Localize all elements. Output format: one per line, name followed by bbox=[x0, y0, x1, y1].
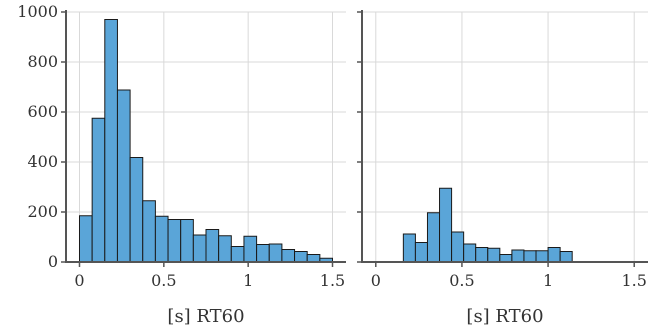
y-tick-label: 800 bbox=[27, 52, 58, 71]
histogram-bar bbox=[499, 254, 513, 263]
histogram-bar bbox=[129, 157, 144, 263]
x-axis-label: [s] RT60 bbox=[466, 306, 543, 327]
histogram-bar bbox=[281, 249, 296, 263]
histogram-bar bbox=[306, 254, 321, 263]
histogram-bar bbox=[142, 200, 156, 263]
histogram-bar bbox=[426, 212, 441, 263]
histogram-bar bbox=[192, 234, 207, 263]
histogram-bar bbox=[523, 250, 537, 263]
y-tick-label: 1000 bbox=[17, 2, 58, 21]
histogram-bar bbox=[180, 219, 194, 263]
y-tick-label: 0 bbox=[48, 252, 58, 271]
y-tick-label: 400 bbox=[27, 152, 58, 171]
histogram-bar bbox=[463, 243, 477, 263]
y-tick-label: 200 bbox=[27, 202, 58, 221]
histogram-bar bbox=[154, 215, 169, 263]
histogram-bar bbox=[91, 117, 106, 263]
x-tick-label: 1.5 bbox=[621, 271, 646, 290]
histogram-bar bbox=[116, 89, 131, 263]
histogram-bar bbox=[256, 244, 270, 263]
histogram-bar bbox=[167, 219, 182, 263]
x-tick-label: 0.5 bbox=[151, 271, 176, 290]
histogram-bar bbox=[414, 242, 428, 263]
x-axis-label: [s] RT60 bbox=[167, 306, 244, 327]
histogram-bar bbox=[547, 247, 561, 263]
histogram-bar bbox=[511, 249, 525, 263]
histogram-bar bbox=[475, 247, 489, 263]
histogram-bar bbox=[535, 250, 549, 263]
histogram-bar bbox=[294, 251, 308, 263]
histogram-bar bbox=[451, 231, 465, 263]
left-histogram-panel: 0 0.5 1 1.5 0 200 400 600 800 1000 [s] RT60 bbox=[17, 2, 346, 327]
x-tick-label: 0 bbox=[371, 271, 381, 290]
histogram-bar bbox=[104, 19, 118, 263]
x-tick-label: 1.5 bbox=[320, 271, 345, 290]
right-histogram-panel: 0 0.5 1 1.5 [s] RT60 bbox=[357, 10, 648, 327]
y-tick-label: 600 bbox=[27, 102, 58, 121]
histogram-bar bbox=[439, 187, 453, 263]
histogram-bar bbox=[218, 235, 232, 263]
histogram-bar bbox=[487, 247, 501, 263]
x-tick-label: 1 bbox=[543, 271, 553, 290]
histogram-bar bbox=[243, 235, 258, 263]
histogram-bar bbox=[230, 246, 245, 263]
histogram-bar bbox=[559, 251, 573, 263]
histogram-bar bbox=[205, 229, 220, 263]
histogram-bar bbox=[78, 215, 93, 263]
histogram-bar bbox=[268, 243, 283, 263]
x-tick-label: 1 bbox=[243, 271, 253, 290]
x-tick-label: 0.5 bbox=[449, 271, 474, 290]
x-tick-label: 0 bbox=[74, 271, 84, 290]
histogram-bar bbox=[402, 233, 416, 263]
